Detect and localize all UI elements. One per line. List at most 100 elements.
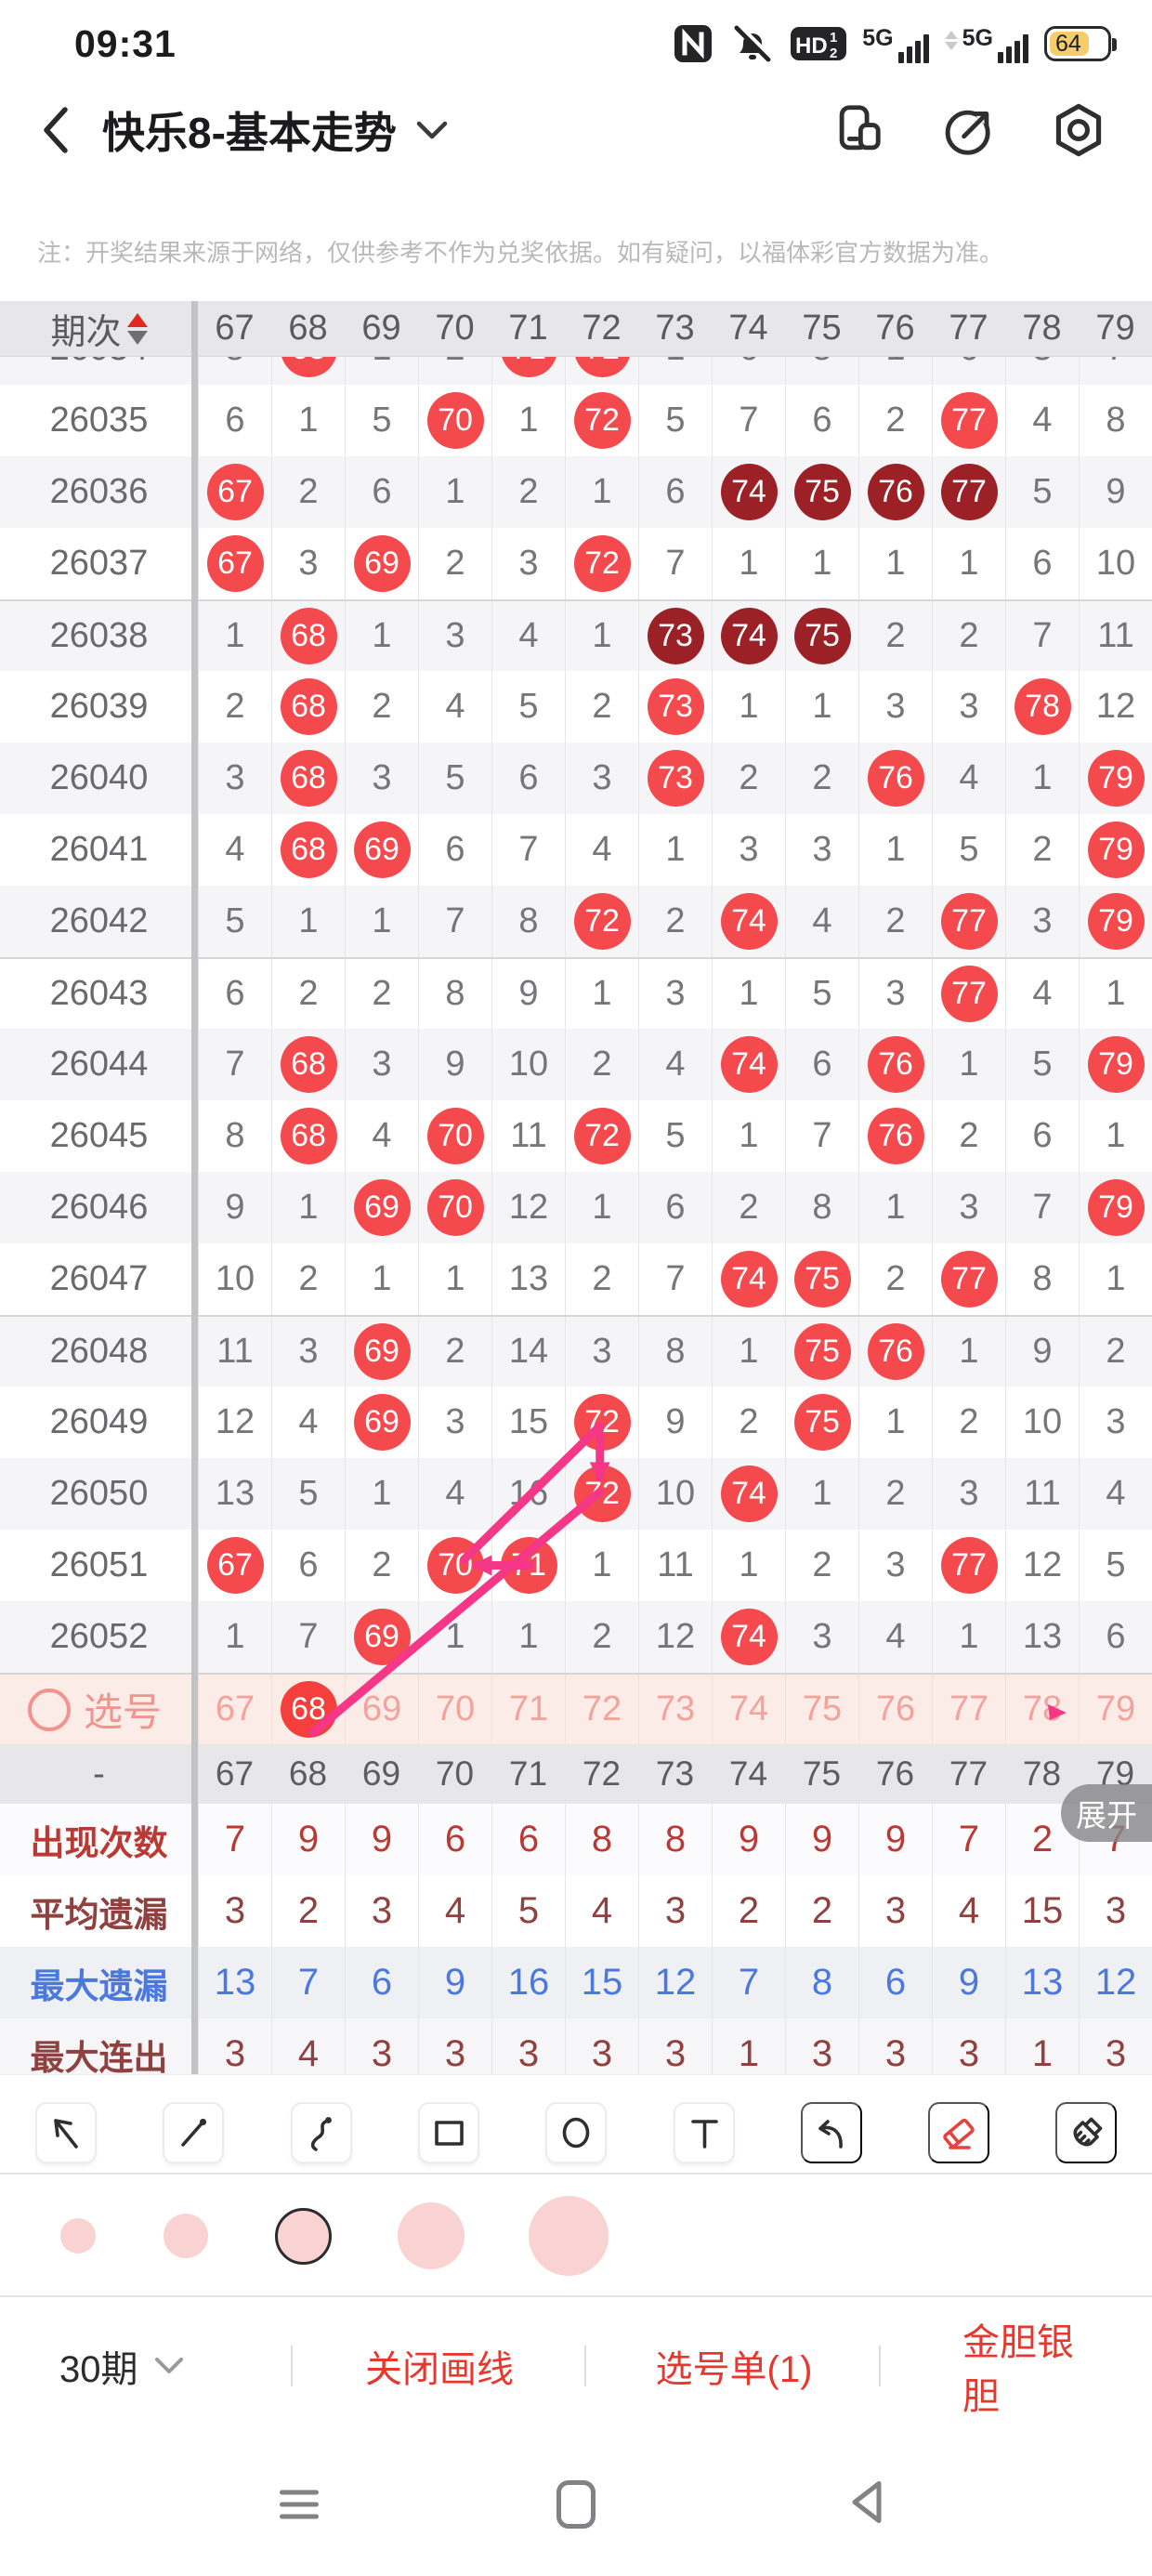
number-cell: 1: [198, 601, 271, 671]
brush-size-dot[interactable]: [274, 2207, 332, 2265]
stat-value-cell: 9: [932, 1947, 1005, 2018]
curve-tool-button[interactable]: [290, 2102, 352, 2163]
clear-tool-button[interactable]: [1055, 2102, 1118, 2163]
drawn-number-circle: 68: [280, 750, 337, 807]
brush-size-dot[interactable]: [164, 2214, 208, 2258]
selection-number-cell[interactable]: 70: [418, 1675, 491, 1744]
number-cell: 5: [345, 385, 418, 456]
undo-tool-button[interactable]: [800, 2102, 862, 2163]
drawn-number-circle: 70: [426, 1108, 484, 1164]
expand-button[interactable]: 展开: [1061, 1784, 1152, 1842]
number-cell: 2: [932, 601, 1005, 671]
stat-value-cell: 6: [491, 1804, 565, 1875]
period-header[interactable]: 期次: [0, 301, 198, 356]
selection-number-cell[interactable]: 67: [198, 1675, 271, 1744]
selection-number-cell[interactable]: 71: [491, 1675, 565, 1744]
stat-value-cell: 9: [418, 1947, 491, 2018]
number-cell: 2: [418, 528, 491, 599]
selection-number-cell[interactable]: 69: [345, 1675, 418, 1744]
drawn-number-circle: 72: [573, 535, 631, 592]
select-arrow-icon: [54, 2119, 78, 2149]
streak-number-circle: 76: [867, 464, 924, 520]
table-row: 26042 5 1 1 7 8 72 2 74 4 2 77 3 79: [0, 886, 1152, 957]
number-cell: 1: [271, 886, 345, 957]
number-cell: 79: [1079, 886, 1152, 957]
home-button[interactable]: [556, 2480, 596, 2529]
back-button[interactable]: [41, 102, 82, 158]
number-cell: 2: [858, 886, 932, 957]
rectangle-tool-button[interactable]: [417, 2102, 479, 2163]
column-footer-cell: 74: [728, 1755, 768, 1793]
number-cell: 72: [565, 1458, 638, 1530]
number-cell: 77: [932, 456, 1005, 528]
number-cell: 9: [198, 1172, 271, 1243]
drawn-number-circle: 77: [940, 392, 998, 449]
settings-button[interactable]: [1046, 98, 1111, 163]
drawn-number-circle: 68: [280, 678, 337, 735]
page-title[interactable]: 快乐8-基本走势: [102, 109, 397, 157]
sort-icons[interactable]: [126, 312, 148, 345]
number-cell: 3: [932, 1458, 1005, 1530]
draw-toolbar: [0, 2074, 1152, 2173]
selection-number-cell[interactable]: 74: [712, 1675, 785, 1744]
number-cell: 4: [345, 1100, 418, 1172]
brush-size-dot[interactable]: [529, 2196, 609, 2276]
number-cell: 72: [565, 1387, 638, 1458]
number-cell: 3: [638, 959, 712, 1029]
undo-icon: [818, 2120, 843, 2149]
number-cell: 4: [858, 1601, 932, 1673]
table-row: 26047 10 2 1 1 13 2 7 74 75 2 77 8 1: [0, 1243, 1152, 1315]
number-cell: 4: [785, 886, 858, 957]
eraser-tool-button[interactable]: [928, 2102, 990, 2163]
android-nav-bar: [0, 2433, 1152, 2576]
brush-size-dot[interactable]: [60, 2218, 96, 2254]
select-arrow-tool-button[interactable]: [35, 2102, 97, 2163]
divider: [879, 2346, 881, 2386]
drawn-number-circle: 68: [280, 1036, 337, 1093]
gold-silver-dan-button[interactable]: 金胆银胆: [962, 2322, 1074, 2417]
number-cell: 1: [345, 601, 418, 671]
selection-number-cell[interactable]: 76: [858, 1675, 932, 1744]
number-cell: 4: [418, 671, 491, 743]
selection-number-cell[interactable]: 77: [932, 1675, 1005, 1744]
number-cell: 9: [491, 959, 565, 1029]
number-cell: 2: [345, 671, 418, 743]
battery-icon: 64: [1044, 26, 1117, 61]
period-count-select[interactable]: 30期: [59, 2297, 185, 2435]
selection-number-cell[interactable]: 78: [1005, 1675, 1079, 1744]
table-row: 26048 11 3 69 2 14 3 8 1 75 76 1 9 2: [0, 1315, 1152, 1387]
text-tool-button[interactable]: [673, 2102, 735, 2163]
drawn-number-circle: 73: [647, 750, 704, 807]
selection-number-cell[interactable]: 75: [785, 1675, 858, 1744]
close-drawing-button[interactable]: 关闭画线: [365, 2349, 514, 2390]
selection-number-cell[interactable]: 79: [1079, 1675, 1152, 1744]
number-cell: 78: [1005, 671, 1079, 743]
ellipse-tool-button[interactable]: [545, 2102, 608, 2163]
back-nav-button[interactable]: [844, 2477, 892, 2533]
selection-number-cell[interactable]: 72: [565, 1675, 638, 1744]
number-cell: 1: [418, 1601, 491, 1673]
floating-window-button[interactable]: [827, 98, 892, 163]
title-dropdown[interactable]: [415, 119, 449, 141]
table-row: 26049 12 4 69 3 15 72 9 2 75 1 2 10 3: [0, 1387, 1152, 1458]
stat-value-cell: 2: [271, 1875, 345, 1947]
share-button[interactable]: [936, 98, 1001, 163]
stat-value-cell: 2: [1005, 1804, 1079, 1875]
selection-number-cell[interactable]: 68: [271, 1675, 345, 1744]
table-header: 期次 67 68 69 70 71 72 73 74 75 76 77 78 79: [0, 301, 1152, 357]
drawn-number-circle: 77: [940, 893, 998, 950]
stat-value-cell: 7: [932, 1804, 1005, 1875]
selection-number-cell[interactable]: 73: [638, 1675, 712, 1744]
line-tool-button[interactable]: [163, 2102, 225, 2163]
selection-label-cell[interactable]: 选号: [0, 1675, 198, 1744]
number-cell: 79: [1079, 814, 1152, 886]
number-cell: 75: [785, 1317, 858, 1387]
number-cell: 2: [785, 743, 858, 814]
drawn-number-circle: 68: [280, 608, 337, 664]
number-cell: 3: [858, 1530, 932, 1601]
number-cell: 6: [345, 456, 418, 528]
brush-size-dot[interactable]: [398, 2202, 465, 2269]
selection-list-button[interactable]: 选号单(1): [655, 2349, 813, 2390]
menu-button[interactable]: [280, 2483, 319, 2527]
drawn-number-circle: 79: [1087, 893, 1145, 950]
